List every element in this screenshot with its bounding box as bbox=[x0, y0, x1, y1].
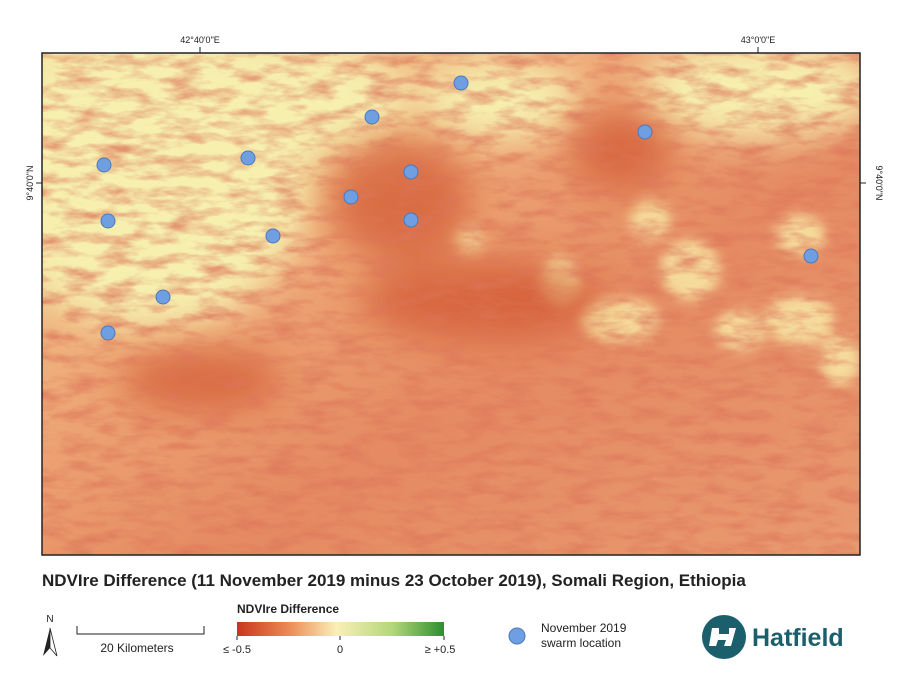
legend-label: ≤ -0.5 bbox=[223, 644, 251, 656]
scale-bar: 20 Kilometers bbox=[76, 626, 205, 655]
swarm-point bbox=[265, 228, 281, 244]
swarm-point bbox=[637, 124, 653, 140]
color-legend: NDVIre Difference ≤ -0.5 0 ≥ +0.5 bbox=[223, 602, 455, 656]
point-legend: November 2019 swarm location bbox=[508, 621, 627, 650]
logo: Hatfield bbox=[702, 615, 844, 659]
swarm-point bbox=[100, 213, 116, 229]
longitude-label: 43°0'0"E bbox=[741, 35, 776, 45]
ndvi-raster bbox=[42, 53, 860, 555]
map-frame bbox=[41, 52, 861, 556]
swarm-point bbox=[155, 289, 171, 305]
point-legend-label: November 2019 bbox=[541, 621, 627, 635]
latitude-label: 9°40'0"N bbox=[25, 165, 35, 200]
color-bar bbox=[237, 622, 444, 636]
north-arrow: N bbox=[43, 614, 58, 657]
swarm-point bbox=[803, 248, 819, 264]
swarm-point bbox=[343, 189, 359, 205]
swarm-point bbox=[403, 164, 419, 180]
legend-title: NDVIre Difference bbox=[237, 602, 339, 616]
swarm-point bbox=[240, 150, 256, 166]
north-label: N bbox=[46, 614, 53, 625]
swarm-locations bbox=[96, 75, 819, 341]
swarm-point bbox=[96, 157, 112, 173]
logo-text: Hatfield bbox=[752, 624, 844, 652]
graticule: 42°40'0"E 43°0'0"E 9°40'0"N 9°40'0"N bbox=[25, 35, 884, 201]
map-title: NDVIre Difference (11 November 2019 minu… bbox=[42, 571, 746, 590]
legend-label: 0 bbox=[337, 644, 343, 656]
swarm-point bbox=[100, 325, 116, 341]
swarm-point bbox=[453, 75, 469, 91]
scale-label: 20 Kilometers bbox=[100, 641, 173, 655]
legend-label: ≥ +0.5 bbox=[425, 644, 456, 656]
longitude-label: 42°40'0"E bbox=[180, 35, 220, 45]
latitude-label: 9°40'0"N bbox=[874, 165, 884, 200]
swarm-point bbox=[403, 212, 419, 228]
point-legend-label: swarm location bbox=[541, 636, 621, 650]
swarm-point bbox=[364, 109, 380, 125]
